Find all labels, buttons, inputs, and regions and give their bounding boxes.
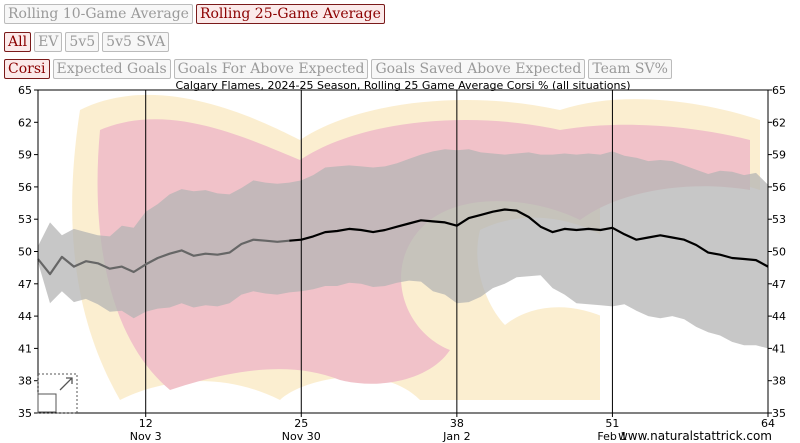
y-tick-label-right: 56 (772, 181, 786, 194)
grid (145, 90, 613, 413)
line-segment-early (37, 238, 290, 276)
y-tick-label-right: 59 (772, 149, 786, 162)
source-credit: www.naturalstattrick.com (618, 429, 772, 443)
x-tick-date: Nov 3 (130, 430, 162, 443)
y-tick-label-right: 38 (772, 375, 786, 388)
y-tick-label-left: 44 (18, 310, 32, 323)
chart: 35 35 38 38 41 41 44 44 47 47 50 50 53 53 56 56 59 59 62 62… (18, 80, 786, 443)
y-axis-ticks: 35 35 38 38 41 41 44 44 47 47 50 50 53 53 56 56 59 59 62 62… (18, 84, 786, 420)
line-segment-late (289, 208, 769, 268)
rolling-average-line (37, 208, 769, 276)
y-tick-label-left: 41 (18, 342, 32, 355)
situation-selector: All EV 5v5 5v5 SVA (4, 32, 170, 52)
range-band (38, 149, 768, 349)
metric-expected-goals-button[interactable]: Expected Goals (52, 59, 171, 79)
y-tick-label-left: 50 (18, 246, 32, 259)
situation-5v5-sva-button[interactable]: 5v5 SVA (102, 32, 170, 52)
x-tick-label: 51 (605, 417, 619, 430)
expand-arrow-icon[interactable] (59, 377, 73, 391)
situation-all-button[interactable]: All (4, 32, 32, 52)
y-tick-label-left: 35 (18, 407, 32, 420)
y-tick-label-right: 35 (772, 407, 786, 420)
y-tick-label-right: 65 (772, 84, 786, 97)
y-tick-label-right: 62 (772, 116, 786, 129)
y-tick-label-right: 44 (772, 310, 786, 323)
metric-gsax-button[interactable]: Goals Saved Above Expected (371, 59, 586, 79)
chart-title: Calgary Flames, 2024-25 Season, Rolling … (175, 80, 630, 92)
y-tick-label-left: 65 (18, 84, 32, 97)
y-tick-label-right: 53 (772, 213, 786, 226)
zoom-box-inner[interactable] (37, 393, 57, 413)
x-tick-date: Feb 1 (597, 430, 627, 443)
y-tick-label-left: 62 (18, 116, 32, 129)
y-tick-label-right: 50 (772, 246, 786, 259)
y-tick-label-left: 56 (18, 181, 32, 194)
x-tick-label: 64 (761, 417, 775, 430)
y-tick-label-left: 47 (18, 278, 32, 291)
situation-ev-button[interactable]: EV (34, 32, 63, 52)
zoom-selector[interactable] (37, 373, 78, 414)
situation-5v5-button[interactable]: 5v5 (65, 32, 100, 52)
metric-team-sv-button[interactable]: Team SV% (588, 59, 672, 79)
metric-gfax-button[interactable]: Goals For Above Expected (173, 59, 369, 79)
period-selector: Rolling 10-Game Average Rolling 25-Game … (4, 4, 385, 24)
confidence-band (38, 149, 768, 349)
y-tick-label-left: 59 (18, 149, 32, 162)
metric-corsi-button[interactable]: Corsi (4, 59, 50, 79)
y-tick-label-left: 53 (18, 213, 32, 226)
rolling-25-button[interactable]: Rolling 25-Game Average (195, 4, 385, 24)
x-tick-label: 12 (139, 417, 153, 430)
x-tick-date: Nov 30 (282, 430, 321, 443)
x-tick-label: 25 (294, 417, 308, 430)
rolling-10-button[interactable]: Rolling 10-Game Average (4, 4, 193, 24)
metric-selector: Corsi Expected Goals Goals For Above Exp… (4, 59, 672, 79)
y-tick-label-left: 38 (18, 375, 32, 388)
y-tick-label-right: 47 (772, 278, 786, 291)
x-tick-date: Jan 2 (442, 430, 470, 443)
x-tick-label: 38 (450, 417, 464, 430)
y-tick-label-right: 41 (772, 342, 786, 355)
